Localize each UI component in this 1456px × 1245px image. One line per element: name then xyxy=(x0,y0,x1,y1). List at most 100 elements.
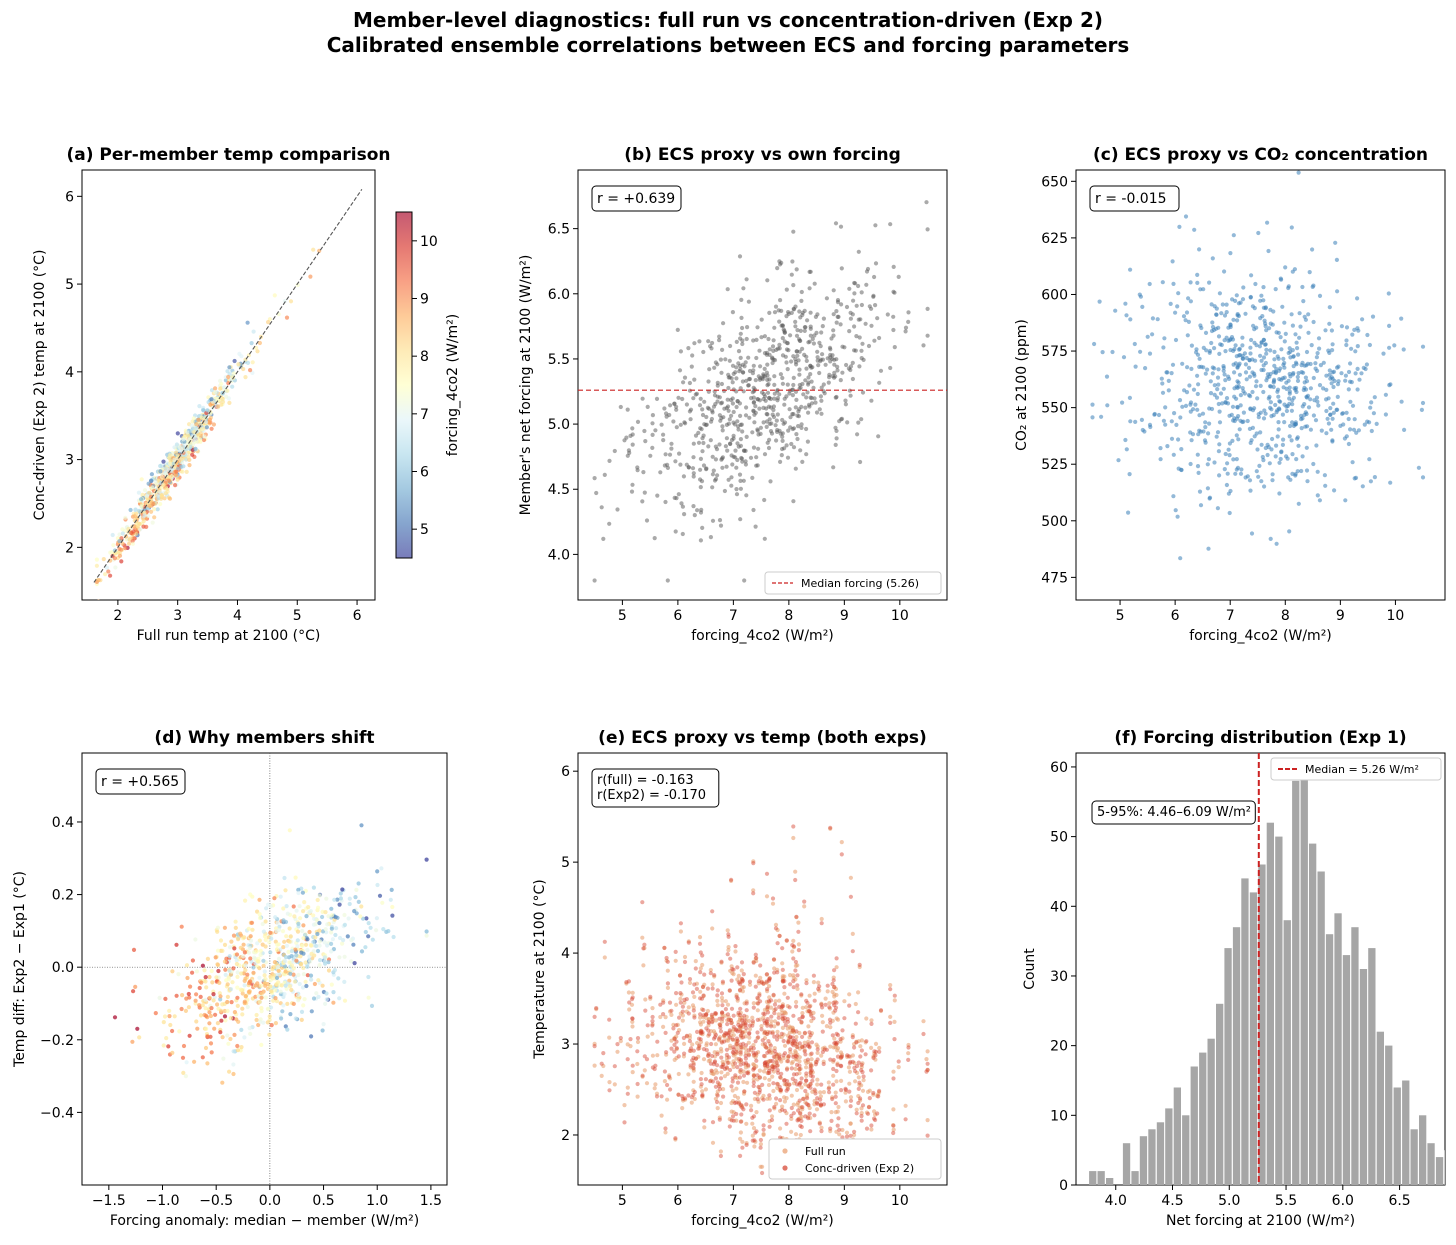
scatter-point-full xyxy=(815,1082,820,1087)
scatter-point xyxy=(1173,337,1179,343)
scatter-point xyxy=(717,518,723,523)
scatter-point xyxy=(1179,447,1184,452)
scatter-point-conc xyxy=(745,1070,750,1075)
scatter-point xyxy=(263,919,268,924)
scatter-point xyxy=(1223,378,1228,383)
scatter-point xyxy=(272,960,277,965)
scatter-point-conc xyxy=(704,1012,709,1017)
panel-title-b: (b) ECS proxy vs own forcing xyxy=(624,145,901,165)
scatter-point xyxy=(764,411,769,417)
scatter-point xyxy=(281,1003,286,1008)
scatter-point-conc xyxy=(773,1007,778,1012)
scatter-point xyxy=(325,943,330,948)
scatter-point xyxy=(705,405,711,410)
scatter-point-full xyxy=(715,1050,720,1055)
scatter-point xyxy=(205,408,210,413)
scatter-point xyxy=(1252,373,1257,378)
scatter-point-conc xyxy=(835,1123,840,1128)
scatter-point xyxy=(389,887,394,893)
scatter-point-full xyxy=(834,1042,839,1047)
scatter-point-conc xyxy=(891,1123,896,1128)
scatter-point-full xyxy=(730,1099,736,1104)
scatter-point-full xyxy=(848,875,854,880)
scatter-point-conc xyxy=(722,1039,727,1044)
scatter-point-conc xyxy=(700,953,705,958)
scatter-point-conc xyxy=(852,1045,857,1050)
scatter-point xyxy=(661,438,666,443)
scatter-point xyxy=(762,334,768,339)
scatter-point-conc xyxy=(772,970,777,975)
scatter-point-conc xyxy=(790,943,795,948)
scatter-point-full xyxy=(738,1136,743,1141)
scatter-point xyxy=(751,400,757,405)
scatter-point xyxy=(877,380,882,385)
scatter-point-full xyxy=(709,1029,714,1034)
scatter-point xyxy=(680,396,685,402)
scatter-point-conc xyxy=(793,1038,798,1043)
scatter-point-conc xyxy=(728,956,733,961)
scatter-point xyxy=(794,362,799,367)
scatter-point-conc xyxy=(622,1120,627,1125)
scatter-point xyxy=(739,297,744,302)
scatter-point xyxy=(800,346,805,351)
scatter-point xyxy=(288,299,294,304)
scatter-point-full xyxy=(686,939,691,944)
scatter-point-full xyxy=(737,1069,743,1074)
scatter-point xyxy=(1203,330,1209,335)
scatter-point xyxy=(1327,350,1332,355)
scatter-point-full xyxy=(829,1110,834,1115)
legend-b-label: Median forcing (5.26) xyxy=(801,577,919,590)
scatter-point-full xyxy=(853,1079,858,1084)
scatter-point-conc xyxy=(805,1096,810,1101)
scatter-point-full xyxy=(772,1046,777,1051)
scatter-point xyxy=(248,892,253,897)
scatter-point xyxy=(263,983,268,988)
scatter-point xyxy=(1230,438,1235,443)
scatter-point-conc xyxy=(775,970,780,975)
scatter-point xyxy=(738,413,743,418)
scatter-point-full xyxy=(680,1106,685,1111)
scatter-point-conc xyxy=(592,1044,597,1049)
colorbar xyxy=(395,211,413,559)
panel-title-f: (f) Forcing distribution (Exp 1) xyxy=(1114,728,1406,748)
scatter-point xyxy=(825,356,830,361)
scatter-point xyxy=(1237,372,1242,377)
scatter-point xyxy=(751,395,756,400)
scatter-point xyxy=(832,375,837,380)
x-tick-label: 8 xyxy=(1281,608,1290,624)
scatter-point xyxy=(262,969,267,974)
scatter-point-full xyxy=(741,1079,746,1085)
scatter-point-full xyxy=(704,1043,709,1048)
scatter-point xyxy=(266,320,271,325)
scatter-point xyxy=(329,913,335,918)
scatter-point xyxy=(1169,436,1175,441)
scatter-point-full xyxy=(738,1045,743,1050)
scatter-point xyxy=(740,341,745,347)
scatter-point xyxy=(1257,463,1262,468)
scatter-point-conc xyxy=(731,1051,736,1056)
scatter-point xyxy=(734,339,739,344)
scatter-point xyxy=(1223,349,1228,354)
scatter-point xyxy=(283,959,288,964)
scatter-point xyxy=(786,348,791,353)
scatter-point xyxy=(246,950,251,955)
scatter-point-full xyxy=(655,1053,660,1058)
scatter-point-full xyxy=(712,974,717,979)
scatter-point-conc xyxy=(805,1057,811,1062)
scatter-point xyxy=(652,536,657,541)
scatter-point xyxy=(1267,461,1272,466)
scatter-point xyxy=(797,309,802,314)
scatter-point-full xyxy=(828,1129,833,1134)
scatter-point xyxy=(662,406,667,411)
scatter-point-full xyxy=(765,1070,770,1076)
scatter-point-conc xyxy=(781,1038,786,1044)
scatter-point-full xyxy=(794,915,799,920)
scatter-point-conc xyxy=(693,966,698,971)
scatter-point-conc xyxy=(710,1079,716,1084)
scatter-point-full xyxy=(831,1059,836,1064)
scatter-point-full xyxy=(891,1127,896,1132)
scatter-point xyxy=(1237,361,1242,366)
scatter-point-conc xyxy=(687,977,693,982)
scatter-point-conc xyxy=(802,899,807,904)
